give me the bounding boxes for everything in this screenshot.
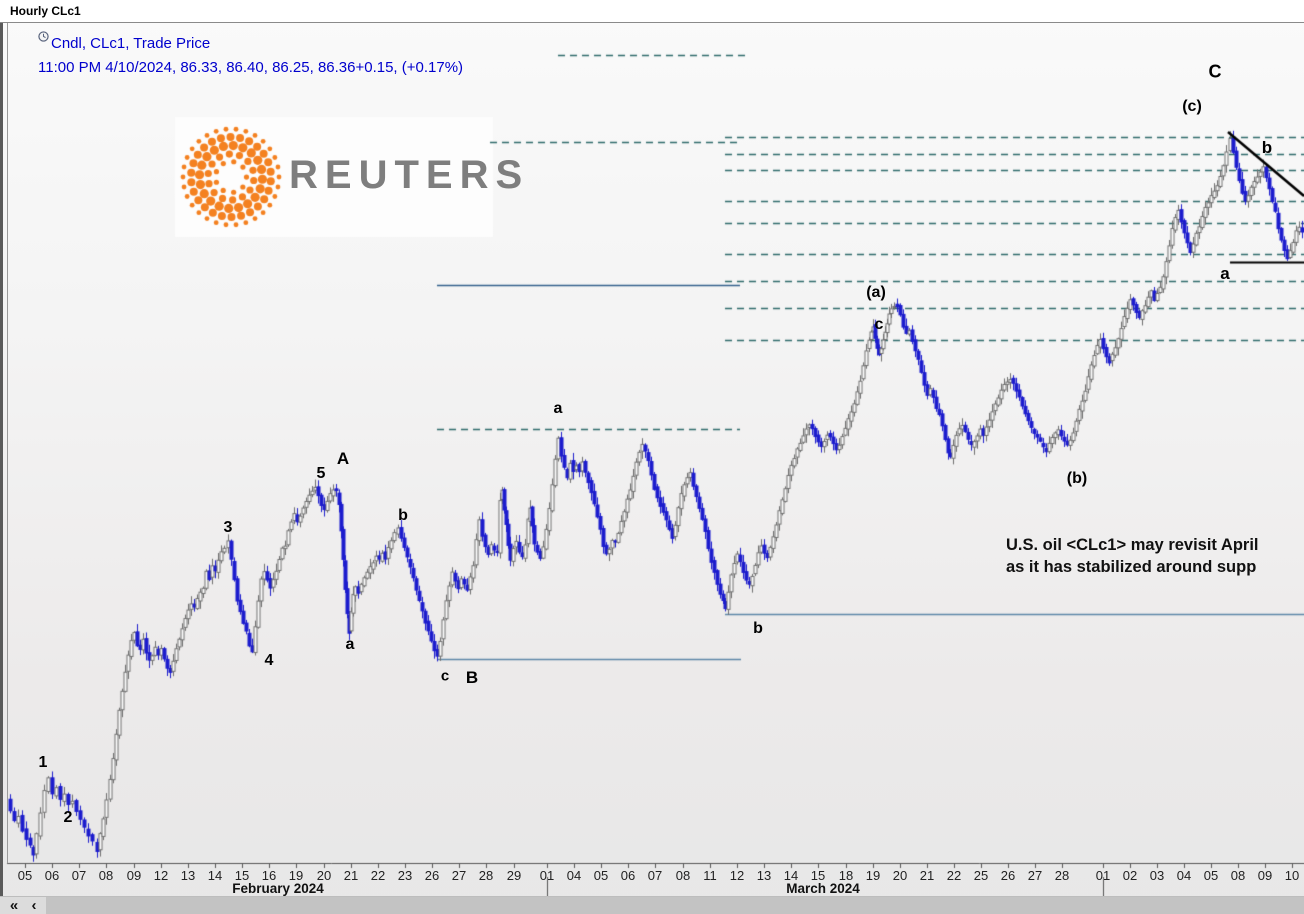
analyst-annotation: U.S. oil <CLc1> may revisit April as it … (1006, 534, 1304, 578)
annotation-line-1: U.S. oil <CLc1> may revisit April (1006, 536, 1259, 554)
x-axis-day-label-17: 28 (478, 868, 494, 883)
x-axis-day-label-27: 13 (756, 868, 772, 883)
wave-label-a-18: a (1220, 264, 1230, 283)
wave-label-A-5: A (336, 449, 350, 468)
wave-label-C-15: C (1208, 61, 1222, 82)
time-series-icon (38, 26, 49, 50)
x-axis-day-label-45: 09 (1257, 868, 1273, 883)
x-axis-day-label-3: 08 (98, 868, 114, 883)
horizontal-scrollbar[interactable]: « ‹ (0, 896, 1304, 914)
x-axis-day-label-1: 06 (44, 868, 60, 883)
x-axis-day-label-10: 19 (288, 868, 304, 883)
wave-label-B-9: B (465, 668, 479, 687)
x-axis-day-label-30: 18 (838, 868, 854, 883)
wave-label-5-4: 5 (316, 465, 326, 482)
x-axis-day-label-18: 29 (506, 868, 522, 883)
x-axis-day-label-25: 11 (703, 868, 717, 883)
x-axis-day-label-12: 21 (343, 868, 359, 883)
wave-label-4-3: 4 (264, 652, 274, 669)
scrollbar-track[interactable] (46, 897, 1304, 914)
x-axis-day-label-46: 10 (1284, 868, 1300, 883)
x-axis-day-label-37: 27 (1027, 868, 1043, 883)
legend-quote-line: 11:00 PM 4/10/2024, 86.33, 86.40, 86.25,… (38, 59, 464, 76)
x-axis-day-label-34: 22 (946, 868, 962, 883)
wave-label-c-13: c (874, 316, 884, 333)
wave-label-3-2: 3 (223, 519, 233, 536)
x-axis-day-label-14: 23 (397, 868, 413, 883)
x-axis-day-label-36: 26 (1000, 868, 1016, 883)
x-axis-day-label-6: 13 (180, 868, 196, 883)
x-axis-day-label-32: 20 (892, 868, 908, 883)
chart-legend[interactable]: Cndl, CLc1, Trade Price 11:00 PM 4/10/20… (38, 31, 464, 80)
wave-label-b-14: (b) (1066, 470, 1088, 487)
x-axis-month-label-1: March 2024 (786, 881, 860, 896)
chart-titlebar: Hourly CLc1 (0, 0, 1304, 23)
chart-title: Hourly CLc1 (10, 4, 81, 18)
wave-label-a-12: (a) (866, 284, 886, 301)
x-axis-month-label-0: February 2024 (232, 881, 324, 896)
wave-label-c-8: c (440, 667, 450, 685)
x-axis-day-label-4: 09 (126, 868, 142, 883)
scroll-back-button[interactable]: ‹ (31, 897, 37, 914)
x-axis-day-label-40: 02 (1122, 868, 1138, 883)
x-axis-day-label-16: 27 (451, 868, 467, 883)
x-axis-day-label-29: 15 (810, 868, 826, 883)
chart-panel-border (7, 23, 8, 863)
x-axis-day-label-11: 20 (316, 868, 332, 883)
wave-label-c-16: (c) (1182, 98, 1202, 115)
x-axis-day-label-26: 12 (729, 868, 745, 883)
wave-label-b-11: b (753, 620, 763, 637)
wave-label-2-1: 2 (63, 809, 73, 826)
x-axis-day-label-21: 05 (593, 868, 609, 883)
annotation-line-2: as it has stabilized around supp (1006, 558, 1257, 576)
reuters-wordmark: REUTERS (289, 153, 530, 197)
x-axis-day-label-43: 05 (1203, 868, 1219, 883)
x-axis-day-label-20: 04 (566, 868, 582, 883)
x-axis-day-label-38: 28 (1054, 868, 1070, 883)
x-axis-day-label-13: 22 (370, 868, 386, 883)
x-axis-day-label-5: 12 (153, 868, 169, 883)
x-axis-day-label-9: 16 (261, 868, 277, 883)
x-axis-day-label-42: 04 (1176, 868, 1192, 883)
wave-label-a-10: a (553, 400, 563, 417)
x-axis-day-label-28: 14 (783, 868, 799, 883)
x-axis-day-label-23: 07 (647, 868, 663, 883)
x-axis-day-label-41: 03 (1149, 868, 1165, 883)
wave-label-b-17: b (1261, 138, 1273, 157)
x-axis-day-label-31: 19 (865, 868, 881, 883)
x-axis-day-label-24: 08 (675, 868, 691, 883)
wave-label-a-6: a (345, 636, 355, 653)
x-axis-day-label-22: 06 (620, 868, 636, 883)
x-axis-day-label-35: 25 (973, 868, 989, 883)
x-axis-day-label-39: 01 (1095, 868, 1111, 883)
x-axis-day-label-8: 15 (234, 868, 250, 883)
x-axis-day-label-2: 07 (71, 868, 87, 883)
x-axis-day-label-19: 01 (539, 868, 555, 883)
window-left-edge (0, 0, 3, 914)
scroll-fast-back-button[interactable]: « (9, 897, 19, 914)
x-axis-day-label-44: 08 (1230, 868, 1246, 883)
x-axis-day-label-7: 14 (207, 868, 223, 883)
wave-label-1-0: 1 (38, 754, 48, 771)
wave-label-b-7: b (398, 507, 408, 524)
x-axis-day-label-33: 21 (919, 868, 935, 883)
x-axis-day-label-15: 26 (424, 868, 440, 883)
legend-series-label: Cndl, CLc1, Trade Price (51, 35, 211, 52)
x-axis-day-label-0: 05 (17, 868, 33, 883)
